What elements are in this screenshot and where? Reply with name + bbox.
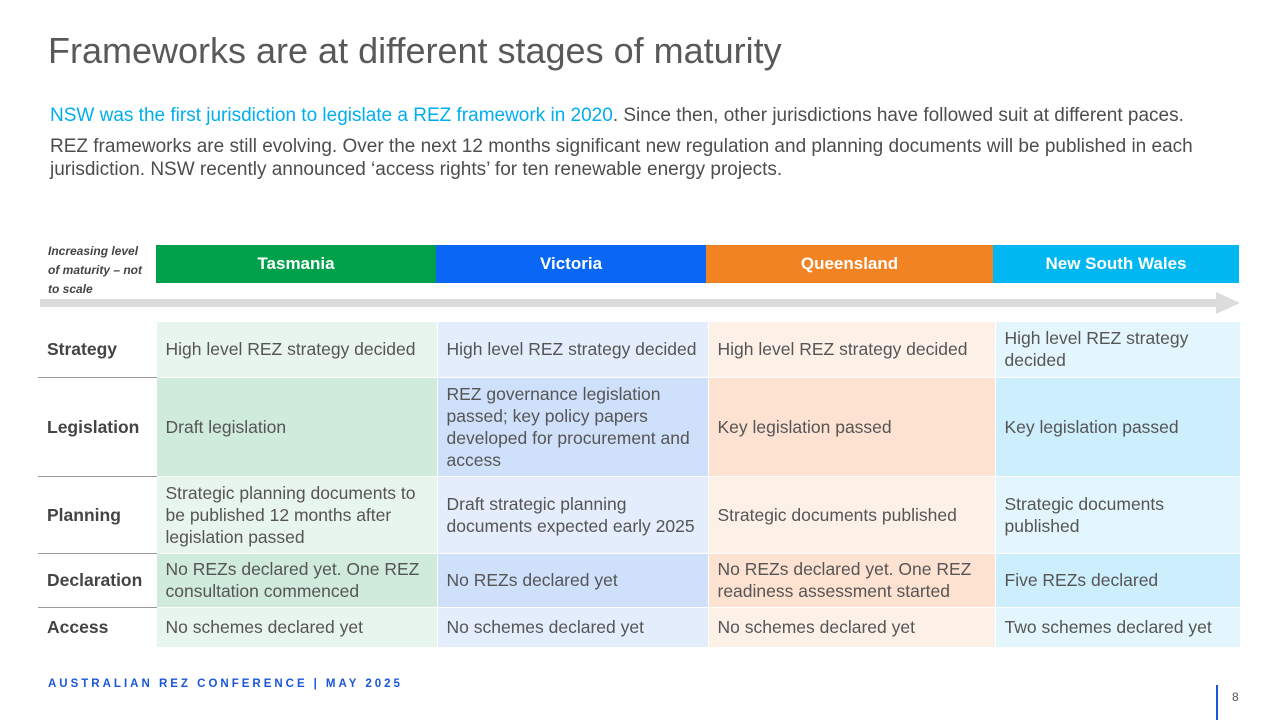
table-row: Planning Strategic planning documents to… — [38, 476, 1240, 554]
table-cell: Draft strategic planning documents expec… — [436, 476, 708, 554]
intro-paragraph-1: NSW was the first jurisdiction to legisl… — [50, 104, 1240, 127]
maturity-table: Strategy High level REZ strategy decided… — [38, 322, 1240, 648]
table-cell: No schemes declared yet — [436, 607, 708, 648]
row-label: Legislation — [38, 377, 156, 477]
header-victoria: Victoria — [436, 245, 706, 283]
table-row: Access No schemes declared yet No scheme… — [38, 607, 1240, 648]
intro-highlight: NSW was the first jurisdiction to legisl… — [50, 105, 613, 126]
intro-rest: . Since then, other jurisdictions have f… — [612, 105, 1184, 126]
table-cell: Strategic documents published — [994, 476, 1240, 554]
footer: AUSTRALIAN REZ CONFERENCE | MAY 2025 — [48, 678, 403, 690]
header-queensland: Queensland — [706, 245, 993, 283]
page-number-divider — [1216, 685, 1218, 720]
table-row: Declaration No REZs declared yet. One RE… — [38, 553, 1240, 608]
page-number: 8 — [1232, 690, 1239, 704]
table-cell: No REZs declared yet — [436, 553, 708, 608]
table-row: Legislation Draft legislation REZ govern… — [38, 377, 1240, 477]
row-label: Declaration — [38, 553, 156, 608]
table-cell: Draft legislation — [155, 377, 437, 477]
table-row: Strategy High level REZ strategy decided… — [38, 322, 1240, 378]
header-nsw: New South Wales — [993, 245, 1239, 283]
footer-separator: | — [313, 678, 320, 690]
table-cell: No schemes declared yet — [155, 607, 437, 648]
page-title: Frameworks are at different stages of ma… — [48, 30, 782, 71]
table-cell: Key legislation passed — [707, 377, 995, 477]
table-cell: REZ governance legislation passed; key p… — [436, 377, 708, 477]
table-cell: High level REZ strategy decided — [994, 322, 1240, 378]
footer-date: MAY 2025 — [325, 678, 403, 690]
table-cell: No schemes declared yet — [707, 607, 995, 648]
table-cell: Key legislation passed — [994, 377, 1240, 477]
jurisdiction-headers: Tasmania Victoria Queensland New South W… — [156, 245, 1239, 283]
table-cell: Two schemes declared yet — [994, 607, 1240, 648]
table-cell: No REZs declared yet. One REZ consultati… — [155, 553, 437, 608]
table-cell: Strategic documents published — [707, 476, 995, 554]
intro-paragraph-2: REZ frameworks are still evolving. Over … — [50, 136, 1193, 180]
footer-event: AUSTRALIAN REZ CONFERENCE — [48, 678, 308, 690]
table-cell: Five REZs declared — [994, 553, 1240, 608]
header-tasmania: Tasmania — [156, 245, 436, 283]
maturity-note: Increasing level of maturity – not to sc… — [48, 244, 143, 296]
row-label: Access — [38, 607, 156, 647]
row-label: Strategy — [38, 322, 156, 378]
intro-text: NSW was the first jurisdiction to legisl… — [50, 104, 1240, 189]
maturity-arrow-icon — [40, 292, 1240, 314]
table-cell: High level REZ strategy decided — [155, 322, 437, 378]
row-label: Planning — [38, 476, 156, 554]
table-cell: High level REZ strategy decided — [707, 322, 995, 378]
table-cell: No REZs declared yet. One REZ readiness … — [707, 553, 995, 608]
table-cell: High level REZ strategy decided — [436, 322, 708, 378]
table-cell: Strategic planning documents to be publi… — [155, 476, 437, 554]
